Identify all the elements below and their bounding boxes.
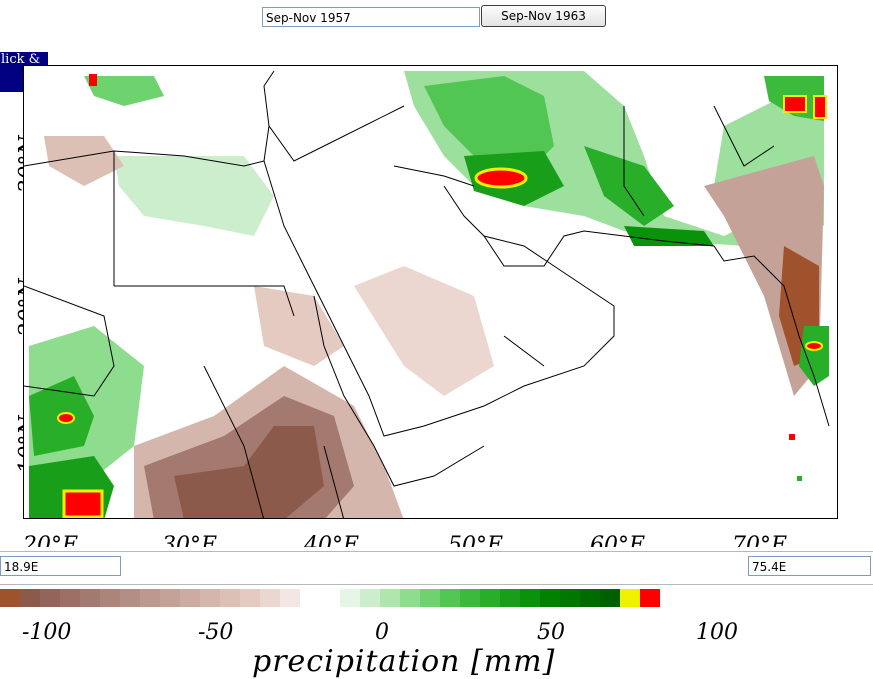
map-canvas	[24, 66, 837, 518]
colorbar-swatch	[420, 589, 440, 607]
colorbar-swatch	[580, 589, 600, 607]
colorbar-label-neg50: -50	[198, 620, 234, 645]
colorbar-swatch	[400, 589, 420, 607]
colorbar-swatch	[280, 589, 300, 607]
lon-left-field[interactable]: 18.9E	[0, 556, 121, 576]
colorbar-swatch	[220, 589, 240, 607]
colorbar-swatch	[100, 589, 120, 607]
colorbar-swatch	[360, 589, 380, 607]
colorbar-unit-label: precipitation [mm]	[252, 644, 556, 679]
colorbar-swatch	[640, 589, 660, 607]
colorbar-swatch	[80, 589, 100, 607]
colorbar-swatch	[380, 589, 400, 607]
colorbar-swatch	[520, 589, 540, 607]
colorbar-swatch	[300, 589, 320, 607]
colorbar-swatch	[460, 589, 480, 607]
colorbar-swatch	[340, 589, 360, 607]
colorbar-swatch	[180, 589, 200, 607]
colorbar-swatch	[140, 589, 160, 607]
colorbar-swatch	[120, 589, 140, 607]
lon-label-20: 20°E	[23, 533, 79, 547]
colorbar-swatch	[60, 589, 80, 607]
colorbar-swatch	[160, 589, 180, 607]
colorbar-swatch	[20, 589, 40, 607]
lon-right-field[interactable]: 75.4E	[748, 556, 871, 576]
period-end-button[interactable]: Sep-Nov 1963	[481, 5, 606, 27]
colorbar-swatch	[480, 589, 500, 607]
colorbar-swatch	[600, 589, 620, 607]
separator-top	[0, 551, 873, 552]
colorbar-swatch	[560, 589, 580, 607]
colorbar-label-neg100: -100	[22, 620, 72, 645]
colorbar-swatch	[40, 589, 60, 607]
colorbar-swatch	[200, 589, 220, 607]
colorbar-swatch	[240, 589, 260, 607]
lon-label-50: 50°E	[448, 533, 504, 547]
lon-label-30: 30°E	[162, 533, 218, 547]
colorbar-swatch	[260, 589, 280, 607]
separator-bottom	[0, 584, 873, 585]
colorbar-swatch	[0, 589, 20, 607]
colorbar-swatch	[540, 589, 560, 607]
colorbar-label-100: 100	[696, 620, 738, 645]
lon-label-60: 60°E	[590, 533, 646, 547]
colorbar-label-50: 50	[537, 620, 565, 645]
colorbar-label-0: 0	[375, 620, 389, 645]
colorbar-swatch	[440, 589, 460, 607]
lon-label-70: 70°E	[732, 533, 788, 547]
precipitation-map[interactable]	[23, 65, 838, 519]
colorbar	[0, 589, 660, 607]
colorbar-swatch	[620, 589, 640, 607]
period-start-field[interactable]: Sep-Nov 1957	[262, 7, 480, 27]
colorbar-swatch	[500, 589, 520, 607]
colorbar-swatch	[320, 589, 340, 607]
lon-label-40: 40°E	[304, 533, 360, 547]
